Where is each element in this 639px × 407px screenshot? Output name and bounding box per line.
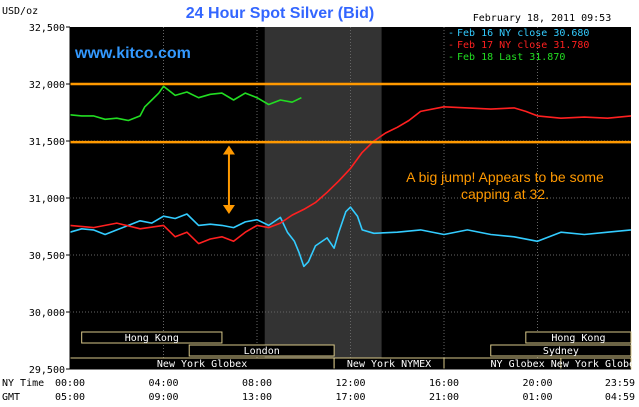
legend-entry: Feb 18 Last 31.870 xyxy=(457,52,565,63)
x-tick-label-ny: 23:59 xyxy=(605,378,635,389)
session-box xyxy=(490,344,632,357)
annotation-arrowhead-up xyxy=(222,145,235,155)
y-tick-label: 31,000 xyxy=(29,194,65,205)
legend: - Feb 16 NY close 30.680- Feb 17 NY close … xyxy=(448,28,589,63)
session-label: New York NYMEX xyxy=(347,359,431,370)
annotation-arrowhead-down xyxy=(222,204,235,214)
legend-marker: - xyxy=(448,40,454,51)
series-line-0 xyxy=(69,206,632,268)
timestamp: February 18, 2011 09:53 xyxy=(473,13,611,24)
legend-entry: Feb 17 NY close 31.780 xyxy=(457,40,589,51)
y-unit-label: USD/oz xyxy=(2,6,38,17)
session-label: NY Globex xyxy=(491,359,545,370)
session-box xyxy=(81,331,223,344)
x-tick-label-ny: 08:00 xyxy=(242,378,272,389)
watermark: www.kitco.com xyxy=(74,45,191,62)
reference-lines xyxy=(70,82,631,144)
x-tick-label-gmt: 09:00 xyxy=(148,392,178,403)
y-tick-label: 29,500 xyxy=(29,365,65,376)
x-tick-label-ny: 16:00 xyxy=(429,378,459,389)
x-tick-label-ny: 04:00 xyxy=(148,378,178,389)
y-tick-label: 32,500 xyxy=(29,23,65,34)
session-label: Hong Kong xyxy=(125,333,179,344)
x-tick-label-gmt: 05:00 xyxy=(55,392,85,403)
x-tick-label-ny: 12:00 xyxy=(335,378,365,389)
x-tick-label-ny: 20:00 xyxy=(522,378,552,389)
annotation-text-line2: capping at 32. xyxy=(461,186,549,202)
x-tick-label-ny: 00:00 xyxy=(55,378,85,389)
chart-title: 24 Hour Spot Silver (Bid) xyxy=(186,5,374,22)
x-tick-label-gmt: 13:00 xyxy=(242,392,272,403)
y-tick-label: 31,500 xyxy=(29,137,65,148)
y-tick-label: 32,000 xyxy=(29,80,65,91)
x-row2-label: GMT xyxy=(2,392,20,403)
session-label: Sydney xyxy=(543,346,579,357)
session-label: Hong Kong xyxy=(551,333,605,344)
series-lines xyxy=(69,85,632,268)
session-label: New York Globex xyxy=(551,359,639,370)
session-label: London xyxy=(244,346,280,357)
x-tick-label-gmt: 21:00 xyxy=(429,392,459,403)
legend-marker: - xyxy=(448,28,454,39)
legend-entry: Feb 16 NY close 30.680 xyxy=(457,28,589,39)
x-tick-label-gmt: 01:00 xyxy=(522,392,552,403)
session-label: New York Globex xyxy=(157,359,247,370)
y-axis: 32,500 32,000 31,500 31,000 30,500 30,000 29,5… xyxy=(29,23,71,376)
annotation-text-line1: A big jump! Appears to be some xyxy=(406,169,604,185)
y-tick-label: 30,500 xyxy=(29,251,65,262)
market-sessions: Hong Kong London New York Globex New York N… xyxy=(69,331,639,370)
series-line-1 xyxy=(69,106,632,245)
x-axis: 00:00 05:00 04:00 09:00 08:00 13:00 12:00 17:00… xyxy=(55,368,635,403)
legend-marker: - xyxy=(448,52,454,63)
session-box xyxy=(188,344,335,357)
y-tick-label: 30,000 xyxy=(29,308,65,319)
session-box xyxy=(525,331,632,344)
x-row1-label: NY Time xyxy=(2,378,44,389)
x-tick-label-gmt: 04:59 xyxy=(605,392,635,403)
x-tick-label-gmt: 17:00 xyxy=(335,392,365,403)
series-line-2 xyxy=(69,85,302,122)
